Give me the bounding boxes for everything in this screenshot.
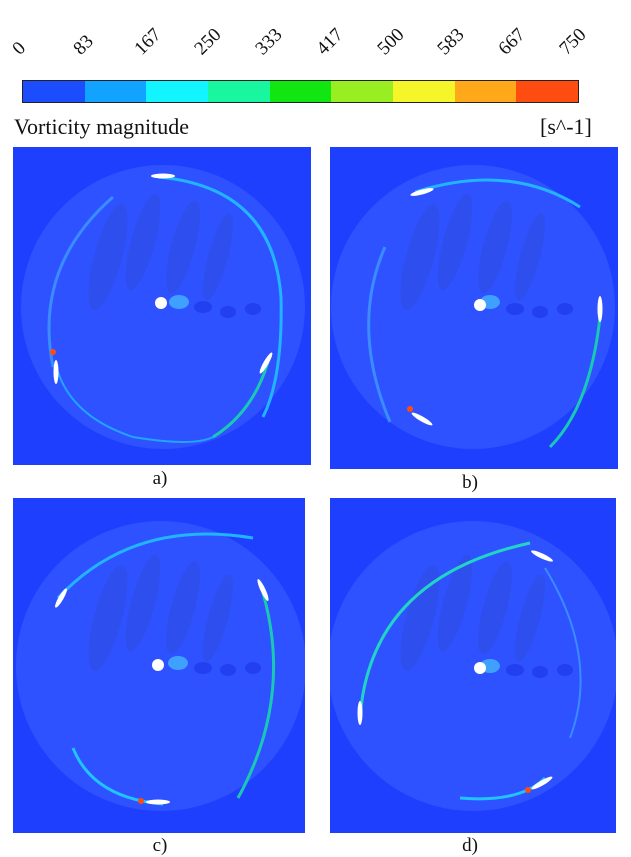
panel-d-caption: d) (462, 835, 478, 856)
legend-tick-label: 417 (312, 24, 348, 60)
legend-tick-label: 250 (190, 24, 226, 60)
legend-tick-label: 333 (251, 24, 287, 60)
colorbar-segment (23, 81, 85, 102)
panel-c (13, 498, 305, 833)
panel-a-caption: a) (152, 468, 168, 489)
legend-title: Vorticity magnitude (14, 114, 189, 139)
panel-b (330, 147, 618, 469)
panel-a (13, 147, 311, 465)
legend-tick-label: 83 (69, 31, 98, 60)
colorbar-segment (516, 81, 579, 102)
panel-c-caption: c) (152, 835, 168, 856)
colorbar-segment (146, 81, 209, 102)
colorbar-segment (393, 81, 455, 102)
legend-tick-label: 167 (129, 24, 165, 60)
legend-tick-label: 583 (433, 24, 469, 60)
legend-tick-label: 750 (555, 24, 591, 60)
panel-b-caption: b) (462, 472, 478, 493)
legend-tick-label: 0 (8, 37, 31, 60)
vorticity-legend: 0 83 167 250 333 417 500 583 667 750 Vorticity ma… (0, 0, 631, 150)
legend-tick-label: 500 (373, 24, 409, 60)
colorbar-segment (454, 81, 517, 102)
panel-d (330, 498, 616, 833)
colorbar-segment (331, 81, 394, 102)
legend-tick-label: 667 (494, 24, 530, 60)
colorbar-segment (84, 81, 147, 102)
colorbar (22, 80, 579, 103)
colorbar-segment (208, 81, 270, 102)
legend-unit: [s^-1] (540, 114, 592, 139)
colorbar-segment (269, 81, 332, 102)
